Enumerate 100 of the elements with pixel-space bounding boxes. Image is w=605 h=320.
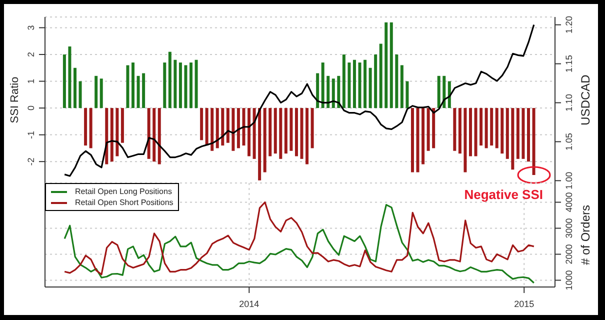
bar <box>284 108 288 154</box>
bar <box>200 108 204 140</box>
bar <box>337 76 340 108</box>
bar <box>147 108 150 159</box>
y2-axis-title: USDCAD <box>578 74 592 126</box>
bar <box>252 108 256 159</box>
bar <box>437 76 440 108</box>
bar <box>62 54 66 108</box>
bar <box>248 108 251 156</box>
bar <box>263 108 266 172</box>
bar <box>321 62 324 108</box>
annotation: Negative SSI <box>464 187 543 202</box>
x-tick-label: 2015 <box>514 299 534 309</box>
bar <box>84 108 88 146</box>
y2-axis-title: # of Orders <box>578 204 592 266</box>
legend-label: Retail Open Short Positions <box>75 197 174 208</box>
bar <box>210 108 214 151</box>
y2-tick-label: 1.10 <box>564 94 574 112</box>
bar <box>342 54 346 108</box>
bar <box>495 108 498 148</box>
bar <box>432 108 436 148</box>
bar <box>480 108 483 146</box>
bar <box>232 108 235 151</box>
bar <box>511 108 514 170</box>
y-tick-label: 1 <box>26 78 36 84</box>
bar <box>290 108 293 151</box>
bar <box>348 62 351 108</box>
bar <box>490 108 494 146</box>
y2-tick-label: 3000 <box>564 218 574 238</box>
bar <box>274 108 277 154</box>
bar <box>406 81 409 108</box>
bar <box>458 108 462 154</box>
bar <box>300 108 304 159</box>
y2-tick-label: 1.00 <box>564 172 574 190</box>
bar <box>94 76 98 108</box>
bar <box>205 108 208 146</box>
bar <box>316 73 320 108</box>
bar <box>268 108 272 156</box>
bar <box>395 54 398 108</box>
y-tick-label: -1 <box>26 130 36 139</box>
y2-tick-label: 1.20 <box>564 16 574 34</box>
bar <box>152 108 156 162</box>
bar <box>422 108 425 164</box>
bar <box>468 108 472 156</box>
bar <box>174 60 177 108</box>
bar <box>516 108 520 159</box>
bar <box>384 22 388 108</box>
bar <box>163 62 166 108</box>
bar <box>68 46 72 108</box>
y-tick-label: -2 <box>26 158 36 166</box>
bar <box>306 108 309 164</box>
bar <box>132 62 134 108</box>
x-tick-label: 2014 <box>239 299 260 309</box>
y2-tick-label: 4000 <box>564 192 574 212</box>
bar <box>194 60 198 108</box>
bar <box>442 76 446 108</box>
y-axis-title: SSI Ratio <box>8 76 21 124</box>
bar <box>178 62 182 108</box>
bar <box>448 81 451 108</box>
bar <box>216 108 219 148</box>
bar <box>184 65 188 108</box>
bar <box>100 78 103 108</box>
bar <box>453 108 456 151</box>
bar <box>226 108 230 143</box>
bar <box>416 108 420 172</box>
bar <box>400 65 404 108</box>
bar <box>142 73 146 108</box>
bar <box>221 108 224 146</box>
y-tick-label: 0 <box>26 106 36 111</box>
bar <box>506 108 509 159</box>
bar <box>120 108 124 143</box>
y2-tick-label: 1.15 <box>564 54 574 73</box>
bar <box>522 108 525 159</box>
bar <box>78 81 82 108</box>
bar <box>126 65 130 108</box>
bar <box>500 108 504 154</box>
bar <box>136 76 140 108</box>
bar <box>116 108 119 156</box>
bar <box>242 108 246 146</box>
bar <box>532 108 536 175</box>
bar <box>190 62 193 108</box>
bar <box>158 108 161 164</box>
bar <box>390 22 393 108</box>
line-series <box>64 24 535 177</box>
y2-tick-label: 1000 <box>564 270 574 290</box>
bar <box>105 108 108 164</box>
bar <box>236 108 240 148</box>
bar <box>426 108 430 151</box>
bar <box>326 76 330 108</box>
legend-label: Retail Open Long Positions <box>75 186 172 197</box>
bar <box>374 54 378 108</box>
bar <box>310 108 314 148</box>
bar <box>73 68 76 108</box>
bar <box>294 108 298 156</box>
bar <box>358 62 362 108</box>
y2-tick-label: 2000 <box>564 244 574 264</box>
y-tick-label: 3 <box>26 25 36 30</box>
bar <box>168 52 172 108</box>
y-tick-label: 2 <box>26 52 36 57</box>
bar <box>279 108 282 159</box>
